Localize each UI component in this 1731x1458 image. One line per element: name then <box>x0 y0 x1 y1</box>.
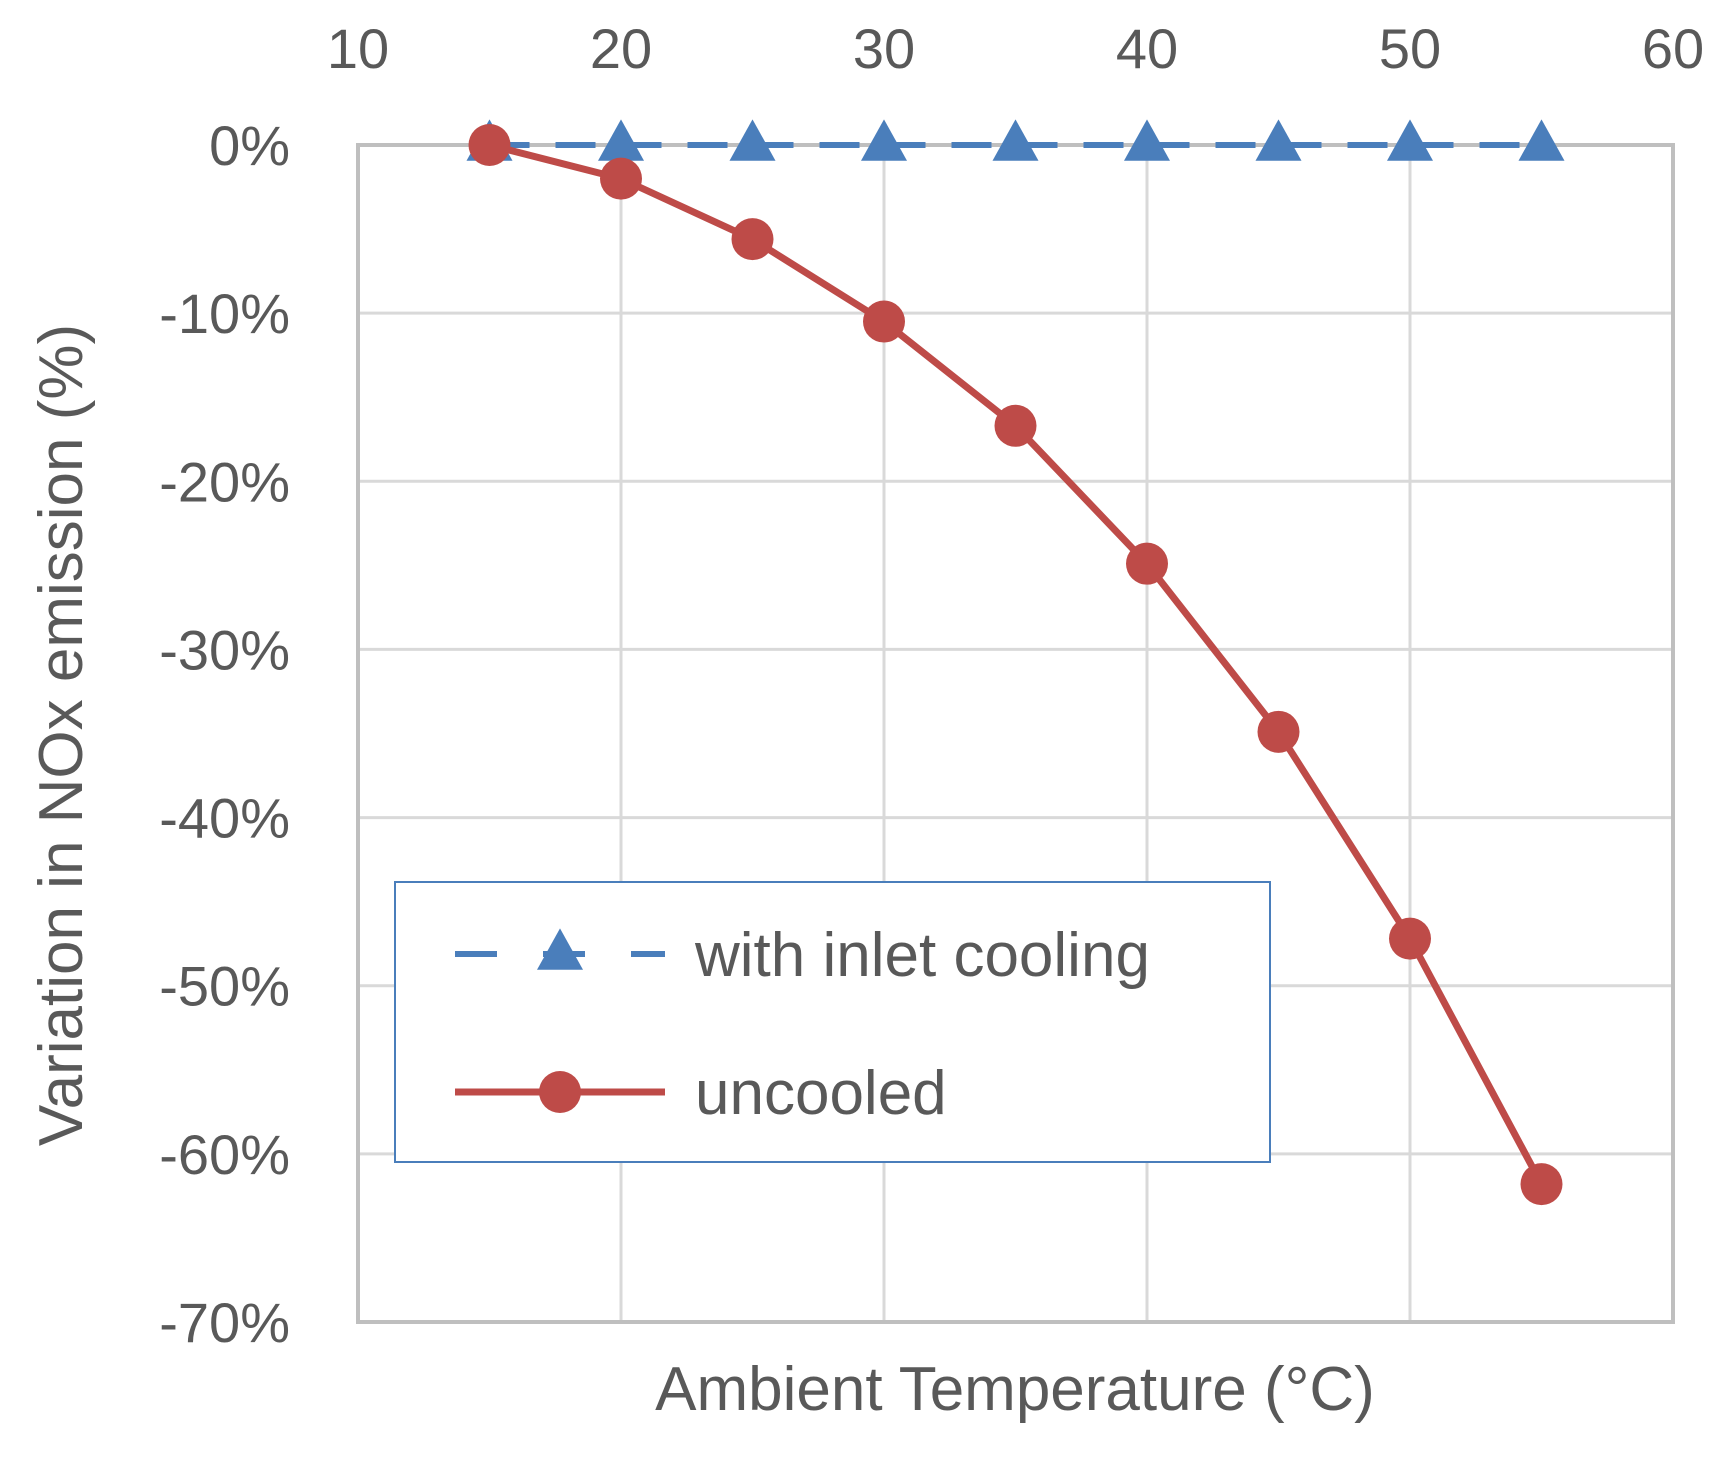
x-tick-label: 20 <box>590 17 652 80</box>
legend-label: uncooled <box>695 1059 947 1128</box>
y-tick-label: -40% <box>159 787 290 850</box>
legend-box <box>394 881 1271 1163</box>
y-axis-title: Variation in NOx emission (%) <box>27 324 96 1146</box>
legend-label: with inlet cooling <box>694 921 1150 990</box>
data-point-circle <box>994 404 1037 447</box>
x-tick-label: 30 <box>853 17 915 80</box>
y-tick-label: -10% <box>159 282 290 345</box>
y-tick-label: -20% <box>159 450 290 513</box>
y-tick-label: 0% <box>209 114 290 177</box>
data-point-circle <box>1520 1163 1563 1206</box>
data-point-circle <box>600 157 642 200</box>
x-tick-label: 60 <box>1642 17 1704 80</box>
data-point-circle <box>1126 542 1168 585</box>
data-point-circle <box>1257 710 1300 753</box>
y-axis-tick-labels: 0% -10% -20% -30% -40% -50% -60% -70% <box>159 114 290 1354</box>
data-point-triangle <box>1518 119 1565 161</box>
x-axis-title: Ambient Temperature (°C) <box>655 1355 1375 1424</box>
series-uncooled <box>468 124 1563 1206</box>
data-point-circle <box>468 124 511 166</box>
data-point-circle <box>731 218 774 261</box>
data-point-circle <box>863 300 905 343</box>
data-point-triangle <box>1387 119 1433 161</box>
series-with-inlet-cooling <box>466 119 1565 161</box>
data-point-triangle <box>729 119 776 161</box>
x-axis-tick-labels: 10 20 30 40 50 60 <box>327 17 1704 80</box>
y-tick-label: -70% <box>159 1291 290 1354</box>
data-point-triangle <box>1255 119 1302 161</box>
series-layer <box>466 119 1565 1206</box>
legend-marker-triangle <box>537 928 583 970</box>
data-point-triangle <box>1124 119 1170 161</box>
data-point-triangle <box>992 119 1039 161</box>
data-point-triangle <box>598 119 644 161</box>
legend-item: with inlet cooling <box>455 921 1150 990</box>
legend-item: uncooled <box>455 1059 947 1128</box>
x-tick-label: 50 <box>1379 17 1441 80</box>
data-point-circle <box>1389 917 1431 960</box>
legend: with inlet cooling uncooled <box>394 881 1271 1163</box>
y-tick-label: -50% <box>159 955 290 1018</box>
y-tick-label: -60% <box>159 1123 290 1186</box>
x-tick-label: 10 <box>327 17 389 80</box>
x-tick-label: 40 <box>1116 17 1178 80</box>
data-point-triangle <box>861 119 907 161</box>
legend-marker-circle <box>539 1071 581 1113</box>
y-tick-label: -30% <box>159 618 290 681</box>
